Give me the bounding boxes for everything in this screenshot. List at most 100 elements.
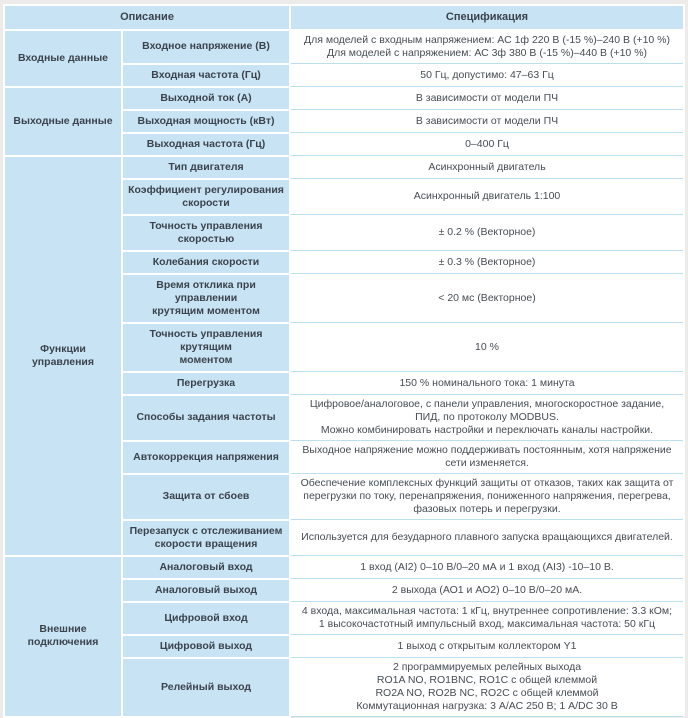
specification-line: В зависимости от модели ПЧ [415, 114, 559, 127]
parameter-label-line: Время отклика при управлении [156, 278, 256, 304]
parameter-cell: Точность управления крутящим моментом [120, 321, 292, 373]
parameter-label-line: моментом [179, 353, 233, 366]
parameter-label-line: Колебания скорости [152, 255, 260, 268]
specification-line: ± 0.2 % (Векторное) [438, 226, 536, 238]
table-row: Время отклика при управлении крутящим мом… [4, 272, 685, 324]
parameter-cell: Тип двигателя [120, 154, 292, 180]
specification-line: 1 высокочастотный импульсный вход, макси… [318, 618, 656, 630]
table-row: Внешние подключения Аналоговый вход 1 вход … [3, 554, 685, 718]
specification-cell: Для моделей с входным напряжением: АС 1ф… [289, 29, 685, 64]
group-label-line: Выходные данные [13, 114, 113, 127]
parameter-label-line: крутящим моментом [152, 304, 260, 317]
specification-line: 150 % номинального тока: 1 минута [399, 376, 575, 389]
parameter-label-line: скорости вращения [154, 537, 258, 550]
parameter-cell: Перегрузка [120, 370, 292, 396]
table-row: Перезапуск с отслеживанием скорости враще… [4, 518, 685, 557]
group-cell: Входные данные [3, 29, 123, 88]
table-header-row: Описание Спецификация [2, 4, 685, 31]
parameter-cell: Цифровой выход [120, 633, 292, 659]
specification-line: 1 выход с открытым коллектором Y1 [397, 639, 577, 652]
specification-cell: 10 % [289, 322, 685, 372]
specification-cell: Цифровое/аналоговое, с панели управления… [289, 394, 685, 441]
specification-line: 0–400 Гц [465, 137, 509, 150]
group-label-line: управления [31, 355, 95, 368]
specification-line: 50 Гц, допустимо: 47–63 Гц [420, 68, 554, 81]
table-row: Колебания скорости ± 0.3 % (Векторное) [4, 249, 685, 275]
specification-line: 2 выхода (АО1 и АО2) 0–10 В/0–20 мА. [391, 583, 583, 596]
parameter-label-line: Тип двигателя [168, 160, 244, 173]
table-row: Автокоррекция напряжения Выходное напряже… [4, 439, 685, 475]
parameter-cell: Входное напряжение (В) [120, 29, 292, 65]
parameter-label-line: Способы задания частоты [136, 411, 276, 423]
specification-line: 4 входа, максимальная частота: 1 кГц, вн… [301, 605, 673, 617]
specification-line: В зависимости от модели ПЧ [415, 91, 559, 104]
parameter-cell: Цифровой вход [120, 600, 292, 636]
parameter-cell: Выходная частота (Гц) [120, 131, 292, 157]
table-row: Перегрузка 150 % номинального тока: 1 мин… [4, 370, 685, 396]
page: Описание Спецификация Входные данные Вход… [2, 4, 685, 718]
specification-cell: Асинхронный двигатель 1:100 [289, 178, 685, 215]
parameter-cell: Колебания скорости [120, 249, 292, 275]
specification-cell: 1 выход с открытым коллектором Y1 [289, 634, 685, 658]
parameter-cell: Способы задания частоты [120, 393, 292, 442]
specification-cell: 1 вход (AI2) 0–10 В/0–20 мА и 1 вход (AI… [289, 555, 685, 579]
specification-cell: 4 входа, максимальная частота: 1 кГц, вн… [289, 601, 685, 635]
specification-cell: < 20 мс (Векторное) [289, 273, 685, 323]
specification-line: Асинхронный двигатель 1:100 [413, 190, 561, 202]
parameter-cell: Коэффициент регулирования скорости [120, 177, 292, 216]
table-row: Выходная мощность (кВт) В зависимости от … [4, 108, 685, 134]
specification-cell: Выходное напряжение можно поддерживать п… [289, 440, 685, 474]
parameter-label-line: Входное напряжение (В) [142, 40, 270, 53]
group-cell: Функции управления [3, 154, 123, 557]
specification-cell: ± 0.2 % (Векторное) [289, 214, 685, 251]
specification-line: перегрузки по току, перенапряжения, пони… [303, 490, 671, 502]
parameter-cell: Выходная мощность (кВт) [120, 108, 292, 134]
parameter-cell: Защита от сбоев [120, 472, 292, 521]
specification-cell: ± 0.3 % (Векторное) [289, 250, 685, 274]
specification-cell: В зависимости от модели ПЧ [289, 109, 685, 133]
parameter-label-line: Аналоговый выход [154, 583, 258, 596]
parameter-label-line: Цифровой вход [164, 611, 248, 624]
group-label-line: Внешние [39, 623, 87, 635]
parameter-cell: Автокоррекция напряжения [120, 439, 292, 475]
parameter-label-line: Аналоговый вход [159, 560, 253, 573]
parameter-cell: Перезапуск с отслеживанием скорости враще… [120, 518, 292, 557]
parameter-label-line: Релейный выход [160, 680, 252, 693]
specification-line: 10 % [475, 340, 499, 353]
group-label-line: Входные данные [17, 51, 109, 64]
table-row: Точность управления крутящим моментом 10 % [4, 321, 685, 373]
specification-line: 1 вход (AI2) 0–10 В/0–20 мА и 1 вход (AI… [360, 560, 614, 573]
specification-cell: 50 Гц, допустимо: 47–63 Гц [289, 63, 685, 87]
parameter-label-line: Выходной ток (А) [160, 91, 252, 104]
parameter-label-line: Точность управления скоростью [149, 219, 263, 245]
parameter-cell: Точность управления скоростью [120, 213, 292, 252]
specification-line: ± 0.3 % (Векторное) [438, 255, 536, 268]
specification-cell: Используется для безударного плавного за… [289, 519, 685, 556]
column-header-description: Описание [2, 4, 292, 31]
specification-cell: 150 % номинального тока: 1 минута [289, 371, 685, 395]
specification-line: ПИД, по протоколу MODBUS. [415, 411, 559, 423]
parameter-label-line: Точность управления крутящим [149, 327, 263, 353]
parameter-cell: Входная частота (Гц) [120, 62, 292, 88]
specification-line: Коммутационная нагрузка: 3 А/АС 250 В; 1… [356, 700, 618, 712]
parameter-cell: Выходной ток (А) [120, 85, 292, 111]
parameter-cell: Релейный выход [120, 656, 292, 718]
table-row: Коэффициент регулирования скорости Асинхро… [4, 177, 685, 216]
specification-cell: 2 программируемых релейных выхода RO1A NO… [289, 657, 685, 717]
specification-cell: Обеспечение комплексных функций защиты о… [289, 473, 685, 520]
parameter-label-line: Перегрузка [176, 376, 236, 389]
specification-line: 2 программируемых релейных выхода [392, 661, 582, 673]
specification-cell: В зависимости от модели ПЧ [289, 86, 685, 110]
specification-line: Можно комбинировать настройки и переключ… [320, 424, 654, 436]
specification-line: < 20 мс (Векторное) [438, 291, 536, 304]
specification-line: RO1A NO, RO1BNC, RO1C с общей клеммой [376, 674, 598, 686]
table-row: Защита от сбоев Обеспечение комплексных ф… [4, 472, 685, 521]
table-row: Выходные данные Выходной ток (А) В зависим… [3, 85, 685, 157]
parameter-cell: Время отклика при управлении крутящим мом… [120, 272, 292, 324]
group-label-line: Функции [40, 342, 86, 355]
parameter-label-line: Перезапуск с отслеживанием [129, 524, 283, 537]
parameter-label-line: Выходная мощность (кВт) [137, 114, 275, 127]
parameter-label-line: скорости [182, 196, 230, 209]
table-row: Аналоговый выход 2 выхода (АО1 и АО2) 0–1… [4, 577, 685, 603]
specification-line: Обеспечение комплексных функций защиты о… [300, 477, 674, 489]
